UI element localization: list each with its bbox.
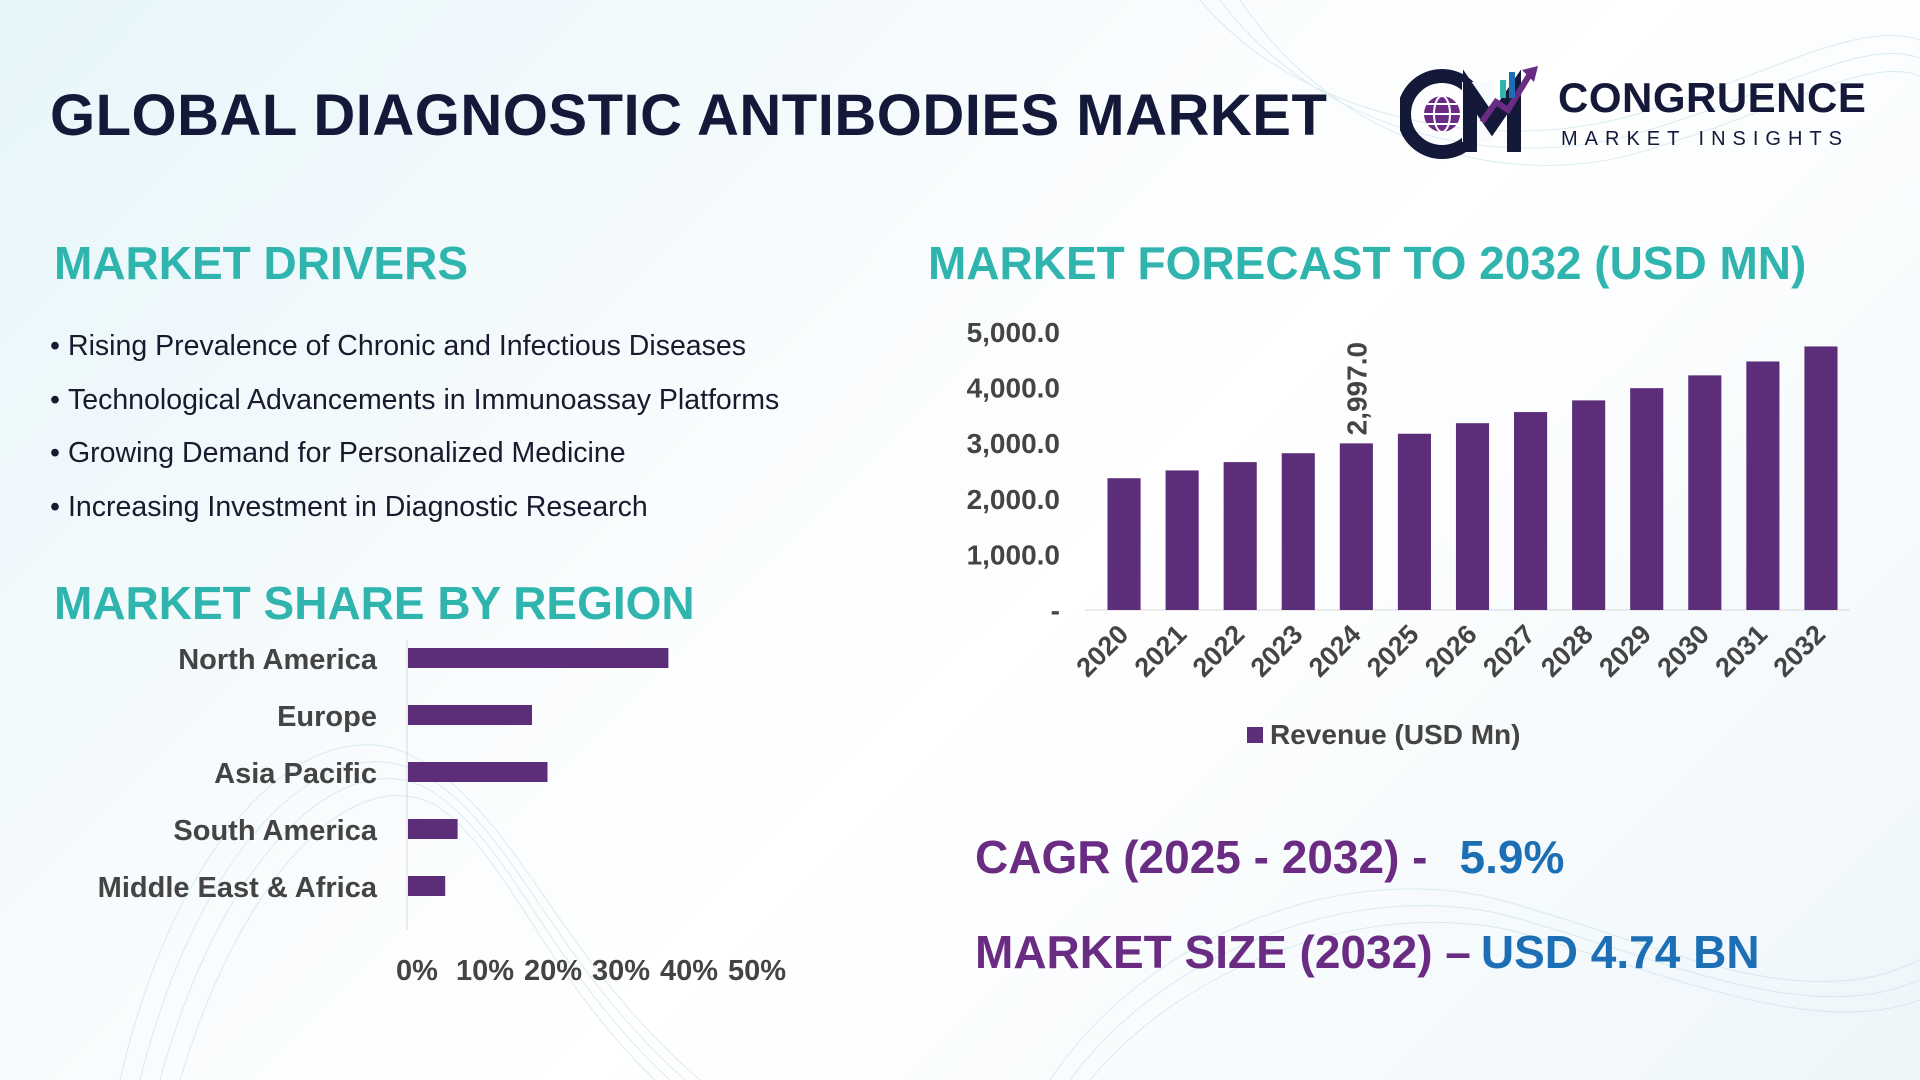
y-tick-label: Middle East & Africa	[98, 872, 378, 904]
y-tick-label: Asia Pacific	[214, 758, 377, 790]
market-size-label: MARKET SIZE (2032) –	[975, 926, 1471, 978]
bar	[408, 819, 458, 839]
bar	[1281, 453, 1315, 610]
cagr-label: CAGR (2025 - 2032) -	[975, 831, 1428, 883]
bullet-icon: •	[50, 383, 60, 416]
data-label: 2,997.0	[1341, 342, 1372, 435]
list-item: • Growing Demand for Personalized Medicin…	[50, 433, 779, 487]
cm-globe-chart-logo-icon	[1400, 66, 1538, 159]
bar	[1746, 361, 1780, 610]
cagr-stat: CAGR (2025 - 2032) - 5.9%	[975, 830, 1564, 884]
market-size-value: USD 4.74 BN	[1480, 926, 1760, 978]
bar	[1339, 443, 1373, 610]
bar	[1630, 388, 1664, 610]
x-tick-label: 2025	[1361, 619, 1425, 683]
bar	[1165, 470, 1199, 610]
x-tick-label: 10%	[456, 955, 514, 987]
list-item: • Rising Prevalence of Chronic and Infect…	[50, 326, 779, 380]
y-tick-label: South America	[173, 815, 377, 847]
brand-logo: CONGRUENCE MARKET INSIGHTS	[1400, 52, 1880, 162]
y-tick-label: -	[1051, 595, 1060, 626]
y-tick-label: 1,000.0	[967, 539, 1060, 570]
x-tick-label: 0%	[396, 955, 438, 987]
driver-text: Technological Advancements in Immunoassa…	[67, 383, 780, 416]
x-tick-label: 2028	[1535, 619, 1599, 683]
y-tick-label: 2,000.0	[967, 484, 1060, 515]
bar	[408, 876, 446, 896]
y-tick-label: 5,000.0	[967, 317, 1060, 348]
brand-subtitle: MARKET INSIGHTS	[1561, 128, 1849, 150]
x-tick-label: 2030	[1651, 619, 1715, 683]
forecast-bar-chart: - 1,000.0 2,000.0 3,000.0 4,000.0 5,000.0 2020…	[967, 317, 1850, 750]
x-tick-label: 2021	[1129, 619, 1193, 683]
x-tick-label: 2032	[1768, 619, 1832, 683]
bar	[1107, 478, 1141, 610]
bar	[1514, 412, 1548, 610]
list-item: • Technological Advancements in Immunoass…	[50, 380, 779, 434]
page-title: GLOBAL DIAGNOSTIC ANTIBODIES MARKET	[50, 83, 1328, 148]
bar	[1455, 423, 1490, 610]
x-tick-label: 2022	[1187, 619, 1251, 683]
x-tick-label: 2029	[1593, 619, 1657, 683]
bar	[1572, 400, 1606, 610]
market-drivers-heading: MARKET DRIVERS	[54, 237, 469, 289]
y-tick-label: Europe	[277, 701, 377, 733]
x-tick-label: 30%	[592, 955, 650, 987]
x-tick-label: 2023	[1245, 619, 1309, 683]
x-tick-label: 2026	[1419, 619, 1483, 683]
chart-legend: Revenue (USD Mn)	[1247, 719, 1520, 750]
x-tick-label: 2020	[1071, 619, 1135, 683]
bar	[408, 705, 532, 725]
driver-text: Increasing Investment in Diagnostic Rese…	[67, 490, 648, 523]
bar	[408, 648, 669, 668]
x-tick-label: 50%	[728, 955, 786, 987]
y-tick-label: North America	[178, 644, 378, 676]
brand-name: CONGRUENCE	[1558, 74, 1867, 121]
list-item: • Increasing Investment in Diagnostic Res…	[50, 487, 779, 541]
market-share-heading: MARKET SHARE BY REGION	[54, 577, 695, 629]
cagr-value: 5.9%	[1459, 831, 1565, 883]
legend-swatch	[1247, 727, 1263, 743]
x-tick-label: 40%	[660, 955, 718, 987]
driver-text: Rising Prevalence of Chronic and Infecti…	[67, 330, 747, 362]
market-size-stat: MARKET SIZE (2032) – USD 4.74 BN	[975, 925, 1760, 979]
x-tick-label: 2024	[1303, 619, 1367, 683]
market-drivers-list: • Rising Prevalence of Chronic and Infect…	[50, 326, 779, 540]
x-tick-label: 20%	[524, 955, 582, 987]
market-forecast-heading: MARKET FORECAST TO 2032 (USD MN)	[928, 237, 1807, 289]
bullet-icon: •	[50, 490, 60, 523]
legend-label: Revenue (USD Mn)	[1270, 719, 1520, 750]
bar	[1397, 433, 1431, 610]
bullet-icon: •	[50, 437, 60, 469]
x-tick-label: 2031	[1709, 619, 1773, 683]
bar	[1804, 346, 1838, 610]
driver-text: Growing Demand for Personalized Medicine	[67, 437, 626, 469]
bar	[1688, 375, 1722, 610]
bar	[1223, 462, 1257, 610]
y-tick-label: 3,000.0	[967, 428, 1060, 459]
bar	[408, 762, 548, 782]
bullet-icon: •	[50, 330, 60, 362]
y-tick-label: 4,000.0	[967, 373, 1060, 404]
x-tick-label: 2027	[1477, 619, 1541, 683]
region-share-bar-chart: North America Europe Asia Pacific South Ame…	[98, 640, 786, 987]
